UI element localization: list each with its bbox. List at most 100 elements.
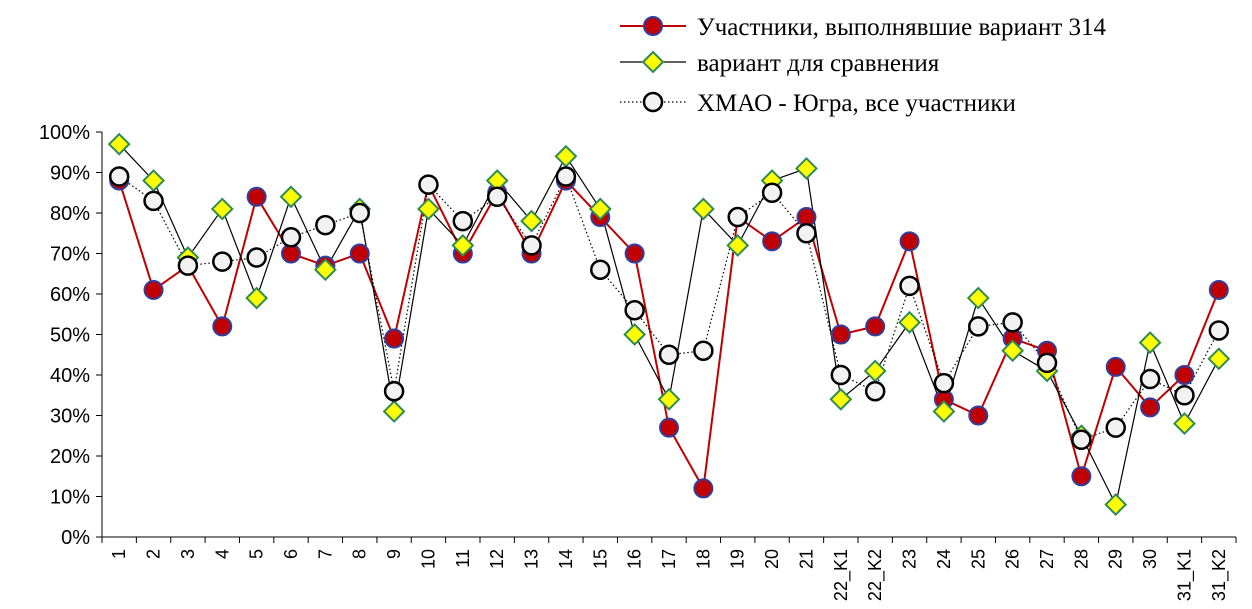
- x-tick-label: 20: [762, 549, 782, 569]
- series-line-3: [118, 175, 1220, 441]
- data-point-series-3: [624, 299, 645, 321]
- data-point-series-2: [245, 286, 269, 310]
- y-tick-label: 0%: [61, 527, 90, 549]
- x-tick-label: 22_K1: [831, 549, 852, 601]
- y-tick-label: 100%: [39, 122, 90, 144]
- legend-label-2: вариант для сравнения: [697, 50, 940, 77]
- y-tick-label: 60%: [50, 284, 90, 306]
- y-tick-label: 80%: [50, 203, 90, 225]
- y-tick-label: 40%: [50, 365, 90, 387]
- data-point-series-1: [246, 186, 267, 207]
- x-tick-label: 2: [144, 549, 164, 559]
- y-tick-label: 50%: [50, 325, 90, 347]
- x-tick-label: 16: [625, 549, 645, 569]
- data-point-series-3: [108, 166, 130, 187]
- x-tick-label: 17: [659, 549, 679, 569]
- data-point-series-1: [899, 231, 920, 252]
- data-point-series-2: [1207, 347, 1231, 371]
- x-tick-label: 12: [487, 549, 507, 569]
- legend-label-3: ХМАО - Югра, все участники: [697, 90, 1016, 117]
- data-point-series-2: [966, 286, 990, 310]
- data-point-series-2: [279, 185, 303, 209]
- data-point-series-3: [521, 235, 542, 256]
- data-point-series-2: [451, 233, 475, 257]
- x-tick-label: 22_K2: [865, 549, 886, 601]
- x-tick-label: 25: [968, 549, 988, 569]
- data-point-series-2: [210, 197, 234, 221]
- data-point-series-1: [1208, 279, 1229, 300]
- data-point-series-3: [143, 190, 164, 212]
- data-point-series-2: [1001, 339, 1025, 363]
- x-tick-label: 1: [109, 549, 129, 559]
- data-point-series-2: [1104, 493, 1128, 517]
- data-point-series-2: [829, 387, 853, 411]
- data-point-series-3: [280, 227, 302, 248]
- data-point-series-1: [384, 328, 405, 349]
- x-tick-label: 27: [1037, 549, 1057, 569]
- x-tick-label: 14: [556, 549, 576, 569]
- data-point-series-3: [968, 316, 989, 337]
- data-point-series-3: [486, 186, 508, 208]
- x-tick-label: 29: [1106, 549, 1126, 569]
- data-point-series-1: [624, 243, 645, 264]
- x-tick-label: 26: [1003, 549, 1023, 569]
- series-line-1: [118, 179, 1220, 490]
- x-tick-label: 6: [281, 549, 301, 559]
- data-point-series-2: [863, 359, 887, 383]
- data-point-series-1: [349, 243, 370, 264]
- data-point-series-2: [1138, 331, 1162, 355]
- data-point-series-2: [520, 209, 543, 233]
- data-point-series-3: [315, 214, 336, 236]
- x-tick-label: 13: [522, 549, 542, 569]
- data-point-series-2: [554, 144, 578, 168]
- data-point-series-2: [726, 233, 750, 257]
- y-tick-label: 30%: [50, 406, 90, 428]
- data-point-series-3: [452, 210, 474, 232]
- data-point-series-3: [761, 182, 783, 203]
- data-point-series-3: [590, 259, 611, 280]
- data-point-series-2: [1173, 412, 1196, 436]
- data-point-series-3: [555, 166, 577, 187]
- data-point-series-3: [246, 247, 267, 268]
- x-tick-label: 8: [350, 549, 370, 559]
- y-tick-label: 90%: [50, 163, 90, 185]
- x-tick-label: 10: [418, 549, 438, 569]
- data-point-series-3: [658, 344, 680, 365]
- x-tick-label: 30: [1140, 549, 1160, 569]
- x-tick-label: 21: [796, 549, 816, 569]
- data-point-series-2: [417, 197, 440, 221]
- legend-label-1: Участники, выполнявшие вариант 314: [697, 14, 1107, 41]
- y-tick-label: 10%: [50, 487, 90, 509]
- data-point-series-1: [1140, 397, 1161, 418]
- data-point-series-3: [383, 380, 405, 402]
- x-tick-label: 15: [590, 549, 610, 569]
- x-tick-label: 31_K2: [1209, 549, 1230, 601]
- legend-marker-3: [642, 91, 664, 113]
- data-point-series-1: [968, 405, 989, 426]
- data-point-series-1: [762, 231, 783, 252]
- legend: Участники, выполнявшие вариант 314 вариан…: [620, 14, 1107, 117]
- x-tick-label: 4: [212, 549, 232, 559]
- series-markers: [107, 132, 1231, 517]
- data-point-series-2: [382, 400, 406, 423]
- x-tick-label: 23: [900, 549, 920, 569]
- x-tick-label: 3: [178, 549, 198, 559]
- data-point-series-1: [212, 316, 233, 337]
- data-point-series-2: [107, 132, 131, 156]
- data-point-series-2: [691, 197, 715, 221]
- legend-marker-1: [643, 16, 663, 36]
- data-point-series-3: [1139, 368, 1161, 390]
- data-point-series-3: [1036, 352, 1058, 374]
- data-point-series-2: [657, 387, 681, 411]
- data-point-series-1: [830, 324, 851, 345]
- data-point-series-3: [1071, 429, 1092, 451]
- x-tick-label: 19: [728, 549, 748, 569]
- data-point-series-3: [177, 255, 199, 276]
- data-point-series-3: [1174, 385, 1195, 406]
- data-point-series-3: [864, 380, 886, 402]
- x-tick-label: 11: [453, 549, 473, 568]
- data-point-series-3: [830, 364, 852, 386]
- data-point-series-1: [1105, 356, 1126, 377]
- data-point-series-3: [1105, 417, 1126, 438]
